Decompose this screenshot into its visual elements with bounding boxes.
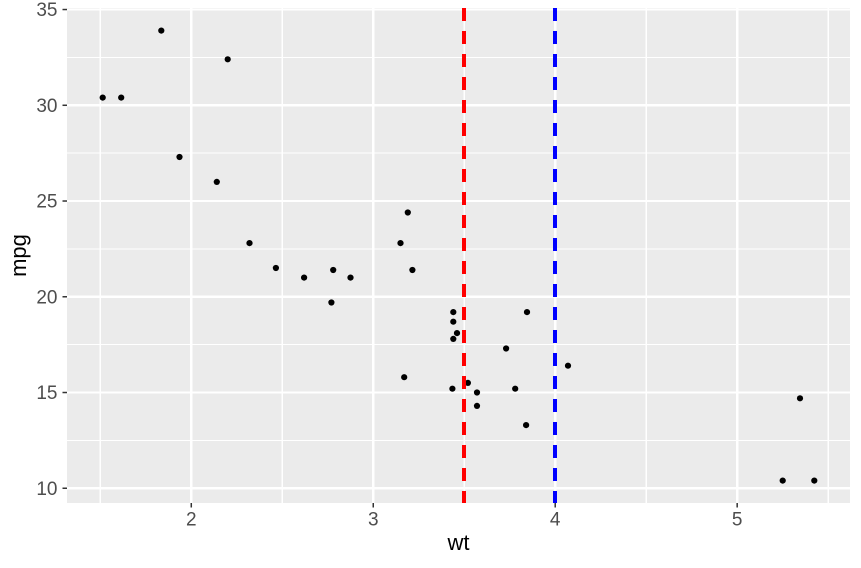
data-point [512, 385, 519, 392]
x-tick-label: 4 [550, 510, 561, 531]
data-point [397, 240, 404, 247]
data-point [450, 318, 457, 325]
x-tick-label: 2 [186, 510, 197, 531]
data-point [246, 240, 253, 247]
data-point [330, 266, 337, 274]
data-point [272, 264, 279, 272]
y-tick-label: 35 [36, 0, 57, 21]
data-point [450, 309, 457, 316]
data-point [404, 209, 411, 216]
plot-panel [67, 8, 850, 503]
data-point [401, 374, 408, 381]
data-point [473, 402, 481, 409]
y-tick-label: 20 [36, 287, 57, 308]
x-tick-label: 5 [732, 510, 743, 531]
data-point [811, 477, 818, 484]
data-point [523, 422, 530, 429]
data-point [176, 153, 183, 161]
data-point [99, 94, 106, 101]
x-axis-title: wt [447, 530, 470, 555]
data-point [213, 178, 220, 185]
data-point [158, 27, 165, 34]
data-point [328, 299, 335, 306]
y-axis-title: mpg [6, 234, 31, 277]
data-point [118, 94, 125, 101]
y-tick-label: 10 [36, 479, 57, 500]
data-point [347, 274, 354, 281]
data-point [453, 330, 461, 337]
chart-area: 2 3 4 5 10 15 20 25 30 35 [36, 0, 850, 531]
data-point [450, 335, 457, 342]
data-point [523, 309, 531, 316]
x-tick-label: 3 [368, 510, 379, 531]
data-point [449, 385, 456, 392]
y-tick-label: 30 [36, 96, 57, 117]
data-point [779, 477, 786, 484]
data-point [301, 274, 308, 281]
data-point [503, 345, 510, 352]
y-tick-label: 25 [36, 192, 57, 213]
data-point [564, 362, 572, 369]
data-point [224, 56, 231, 63]
data-point [409, 266, 416, 274]
data-point [464, 379, 471, 386]
data-point [473, 389, 481, 396]
y-tick-label: 15 [36, 383, 57, 404]
data-point [796, 395, 804, 402]
